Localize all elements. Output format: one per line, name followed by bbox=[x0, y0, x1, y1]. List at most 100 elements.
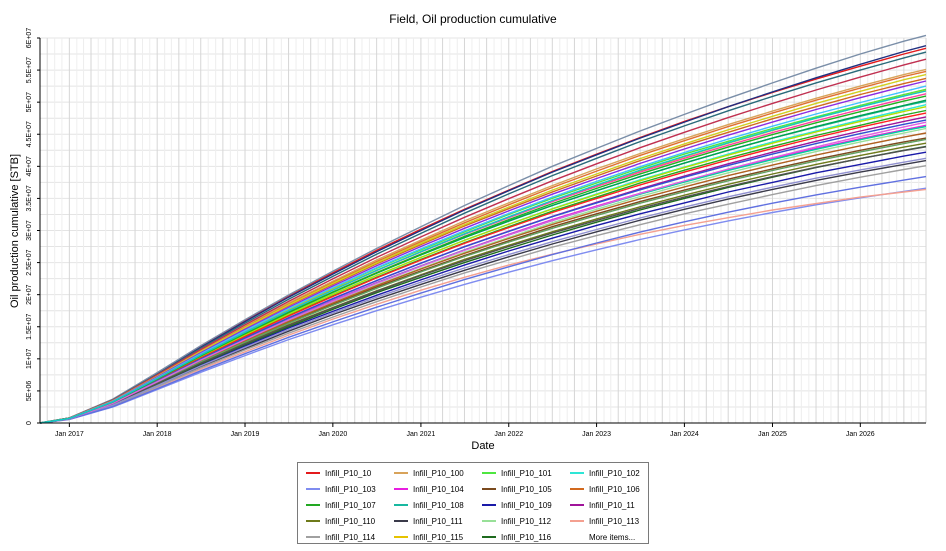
legend-label: Infill_P10_113 bbox=[589, 516, 640, 526]
series-line-24 bbox=[39, 73, 927, 424]
series-line-21 bbox=[39, 51, 927, 424]
legend-swatch bbox=[306, 472, 320, 474]
legend-swatch bbox=[394, 520, 408, 522]
y-tick-label: 4.5E+07 bbox=[26, 121, 33, 147]
y-tick-label: 0 bbox=[26, 421, 33, 425]
legend-label: Infill_P10_110 bbox=[325, 516, 376, 526]
legend-label: Infill_P10_10 bbox=[325, 468, 372, 478]
legend-swatch bbox=[482, 488, 496, 490]
series-line-38 bbox=[39, 121, 927, 424]
legend-item: Infill_P10_116 bbox=[476, 529, 564, 545]
legend-swatch bbox=[306, 504, 320, 506]
y-tick-label: 1E+07 bbox=[26, 349, 33, 370]
x-tick-label: Jan 2025 bbox=[758, 431, 787, 438]
legend-item: Infill_P10_107 bbox=[300, 497, 388, 513]
series-lines bbox=[39, 34, 927, 424]
legend-item: Infill_P10_102 bbox=[564, 465, 652, 481]
chart-title: Field, Oil production cumulative bbox=[389, 12, 557, 26]
x-tick-label: Jan 2019 bbox=[231, 431, 260, 438]
y-tick-label: 6E+07 bbox=[26, 28, 33, 49]
y-tick-label: 3.5E+07 bbox=[26, 185, 33, 211]
legend-item: Infill_P10_109 bbox=[476, 497, 564, 513]
axes: 0 5E+06 1E+07 1.5E+07 2E+07 2.5E+07 3E+07 3.5E+… bbox=[26, 28, 926, 438]
legend-item: Infill_P10_106 bbox=[564, 481, 652, 497]
legend-item: Infill_P10_115 bbox=[388, 529, 476, 545]
series-line-40 bbox=[39, 90, 927, 424]
legend-swatch bbox=[482, 536, 496, 538]
legend-item: Infill_P10_110 bbox=[300, 513, 388, 529]
series-line-39 bbox=[39, 95, 927, 424]
x-tick-label: Jan 2024 bbox=[670, 431, 699, 438]
legend-item: Infill_P10_114 bbox=[300, 529, 388, 545]
legend-label: Infill_P10_114 bbox=[325, 532, 376, 542]
legend-item: Infill_P10_101 bbox=[476, 465, 564, 481]
x-tick-label: Jan 2018 bbox=[143, 431, 172, 438]
legend[interactable]: Infill_P10_10 Infill_P10_100 Infill_P10_10… bbox=[297, 462, 649, 544]
legend-item: Infill_P10_105 bbox=[476, 481, 564, 497]
legend-label: Infill_P10_102 bbox=[589, 468, 640, 478]
y-tick-label: 2E+07 bbox=[26, 284, 33, 305]
x-tick-label: Jan 2026 bbox=[846, 431, 875, 438]
series-line-37 bbox=[39, 175, 927, 424]
legend-swatch bbox=[482, 520, 496, 522]
y-tick-label: 3E+07 bbox=[26, 220, 33, 241]
legend-item: Infill_P10_11 bbox=[564, 497, 652, 513]
legend-label: Infill_P10_116 bbox=[501, 532, 552, 542]
legend-label: Infill_P10_106 bbox=[589, 484, 640, 494]
series-line-16 bbox=[39, 165, 927, 424]
legend-swatch bbox=[306, 488, 320, 490]
series-line-15 bbox=[39, 188, 927, 424]
legend-item: Infill_P10_113 bbox=[564, 513, 652, 529]
legend-swatch bbox=[394, 472, 408, 474]
series-line-35 bbox=[39, 146, 927, 424]
series-line-34 bbox=[39, 138, 927, 424]
legend-item: Infill_P10_103 bbox=[300, 481, 388, 497]
legend-swatch bbox=[394, 536, 408, 538]
y-tick-label: 2.5E+07 bbox=[26, 249, 33, 275]
legend-swatch bbox=[306, 520, 320, 522]
legend-label: Infill_P10_108 bbox=[413, 500, 464, 510]
legend-swatch bbox=[570, 472, 584, 474]
y-tick-label: 1.5E+07 bbox=[26, 314, 33, 340]
legend-swatch bbox=[394, 504, 408, 506]
x-tick-label: Jan 2017 bbox=[55, 431, 84, 438]
series-line-36 bbox=[39, 157, 927, 424]
series-line-4 bbox=[39, 187, 927, 424]
legend-swatch bbox=[570, 504, 584, 506]
series-line-25 bbox=[39, 80, 927, 424]
series-line-26 bbox=[39, 85, 927, 424]
legend-more-items-link[interactable]: More items... bbox=[589, 532, 636, 542]
legend-label: Infill_P10_115 bbox=[413, 532, 464, 542]
legend-label: Infill_P10_11 bbox=[589, 500, 635, 510]
y-tick-label: 4E+07 bbox=[26, 156, 33, 177]
series-line-22 bbox=[39, 58, 927, 424]
x-tick-label: Jan 2020 bbox=[318, 431, 347, 438]
y-tick-label: 5E+07 bbox=[26, 92, 33, 113]
legend-swatch bbox=[570, 488, 584, 490]
legend-label: Infill_P10_100 bbox=[413, 468, 464, 478]
legend-swatch bbox=[482, 472, 496, 474]
legend-item: Infill_P10_100 bbox=[388, 465, 476, 481]
legend-label: Infill_P10_105 bbox=[501, 484, 552, 494]
legend-swatch bbox=[570, 520, 584, 522]
y-axis-label: Oil production cumulative [STB] bbox=[9, 153, 21, 309]
x-tick-label: Jan 2022 bbox=[494, 431, 523, 438]
legend-swatch bbox=[306, 536, 320, 538]
legend-item: Infill_P10_10 bbox=[300, 465, 388, 481]
legend-label: Infill_P10_101 bbox=[501, 468, 552, 478]
series-line-20 bbox=[39, 34, 927, 424]
y-tick-label: 5.5E+07 bbox=[26, 57, 33, 83]
legend-label: Infill_P10_109 bbox=[501, 500, 552, 510]
legend-label: Infill_P10_104 bbox=[413, 484, 464, 494]
x-tick-label: Jan 2023 bbox=[582, 431, 611, 438]
legend-item: Infill_P10_111 bbox=[388, 513, 476, 529]
legend-label: Infill_P10_112 bbox=[501, 516, 552, 526]
legend-label: Infill_P10_103 bbox=[325, 484, 376, 494]
legend-item: Infill_P10_112 bbox=[476, 513, 564, 529]
legend-label: Infill_P10_111 bbox=[413, 516, 463, 526]
legend-swatch bbox=[394, 488, 408, 490]
series-line-30 bbox=[39, 112, 927, 424]
x-axis-label: Date bbox=[471, 440, 495, 452]
y-tick-label: 5E+06 bbox=[26, 381, 33, 402]
